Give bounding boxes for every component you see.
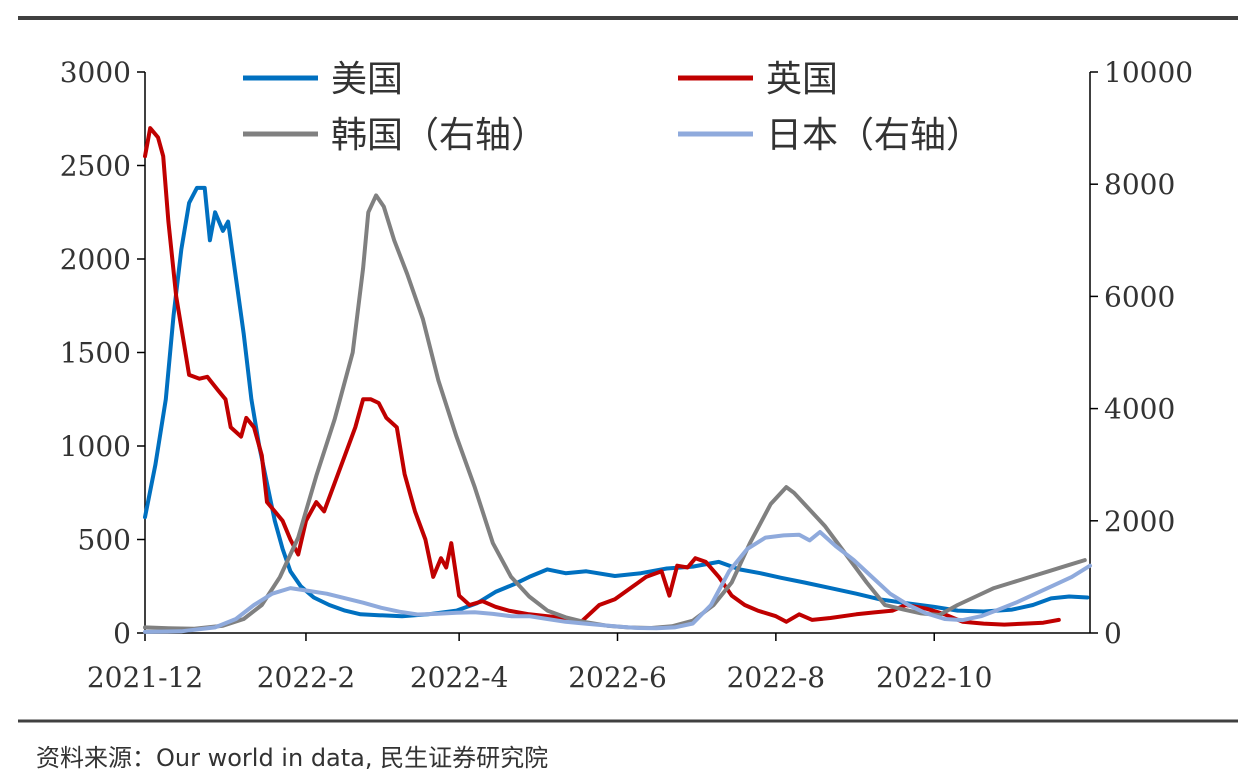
axes: 0 500 1000 1500 2000 2500 3000 0 2000 4000 6000 800… [60,56,1193,694]
x-tick-label: 2022-4 [410,661,509,694]
legend-label-4: 日本（右轴） [766,115,982,156]
y-right-tick-label: 8000 [1104,168,1175,201]
x-tick-label: 2022-2 [257,661,356,694]
series-line-4 [143,530,1092,634]
source-note: 资料来源：Our world in data, 民生证券研究院 [36,744,549,772]
legend-label-2: 英国 [766,59,838,100]
x-tick-label: 2021-12 [87,661,203,694]
legend-label-1: 美国 [331,59,403,100]
y-left-tick-label: 500 [78,524,131,557]
legend-label-3: 韩国（右轴） [331,115,547,156]
y-right-tick-label: 2000 [1104,505,1175,538]
y-right-tick-label: 6000 [1104,280,1175,313]
y-left-tick-label: 0 [113,617,131,650]
y-right-tick-label: 0 [1104,617,1122,650]
series-line-3 [143,193,1087,631]
series-lines [143,126,1092,634]
y-left-tick-label: 1000 [60,430,131,463]
x-tick-label: 2022-6 [568,661,667,694]
y-left-tick-label: 2500 [60,150,131,183]
series-line-1 [143,185,1090,619]
y-right-tick-label: 4000 [1104,393,1175,426]
y-right-tick-label: 10000 [1104,56,1193,89]
x-tick-label: 2022-10 [876,661,992,694]
x-tick-label: 2022-8 [727,661,826,694]
y-left-tick-label: 1500 [60,337,131,370]
series-line-2 [143,126,1061,627]
y-left-tick-label: 3000 [60,56,131,89]
y-left-tick-label: 2000 [60,243,131,276]
